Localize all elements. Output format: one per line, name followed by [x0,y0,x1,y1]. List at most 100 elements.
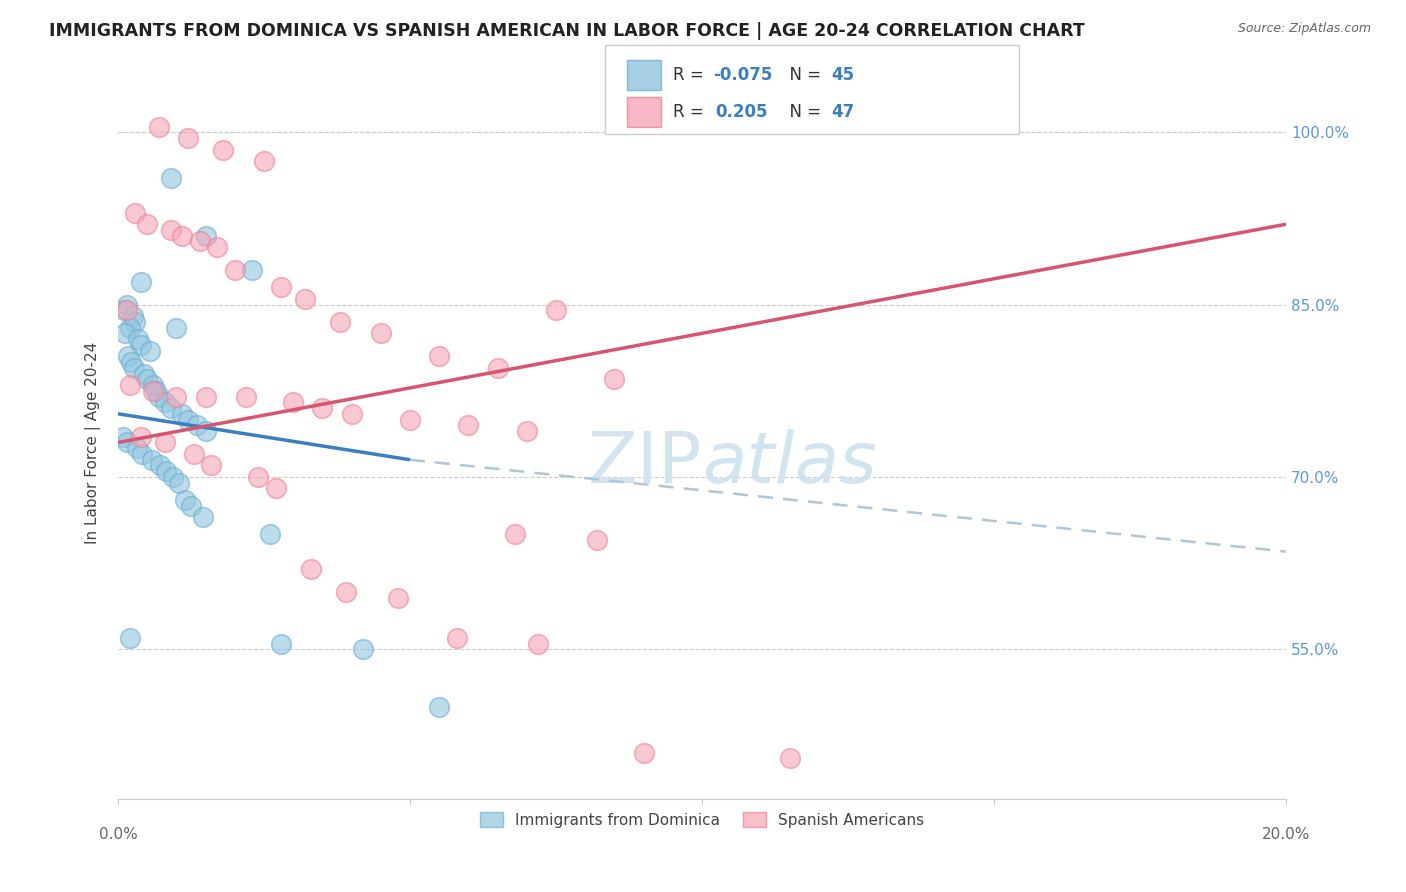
Point [131,275,153,289]
Point [779,751,801,765]
Point [162,470,184,484]
Point [194,228,217,243]
Point [335,584,357,599]
Text: R =: R = [673,103,714,120]
Text: -0.075: -0.075 [713,66,772,84]
Point [183,447,205,461]
Point [114,326,136,341]
Point [131,430,153,444]
Point [516,424,538,438]
Text: ZIP: ZIP [588,429,702,499]
Text: R =: R = [673,66,710,84]
Text: atlas: atlas [702,429,876,499]
Legend: Immigrants from Dominica, Spanish Americans: Immigrants from Dominica, Spanish Americ… [474,805,931,834]
Point [139,343,162,358]
Point [253,154,276,169]
Point [136,372,159,386]
Point [134,367,156,381]
Point [174,492,197,507]
Point [370,326,392,341]
Point [329,315,352,329]
Text: N =: N = [779,103,827,120]
Point [148,390,170,404]
Point [112,303,135,318]
Point [352,642,374,657]
Point [188,235,211,249]
Point [177,131,200,145]
Point [131,447,153,461]
Point [544,303,567,318]
Point [194,424,217,438]
Point [165,320,187,334]
Point [118,378,141,392]
Point [283,395,305,409]
Point [299,562,322,576]
Point [270,280,292,294]
Point [153,395,176,409]
Point [148,120,170,134]
Point [180,499,202,513]
Point [200,458,222,473]
Point [486,360,509,375]
Point [169,475,191,490]
Text: 0.205: 0.205 [716,103,768,120]
Point [153,435,176,450]
Point [585,533,607,548]
Point [387,591,409,605]
Point [240,263,263,277]
Point [159,171,181,186]
Text: 45: 45 [831,66,853,84]
Point [131,338,153,352]
Point [340,407,363,421]
Point [177,412,200,426]
Text: Source: ZipAtlas.com: Source: ZipAtlas.com [1237,22,1371,36]
Point [603,372,626,386]
Text: 47: 47 [831,103,855,120]
Point [457,418,479,433]
Point [124,315,146,329]
Point [247,470,270,484]
Point [207,240,229,254]
Point [259,527,281,541]
Point [165,390,187,404]
Point [527,636,550,650]
Point [159,401,181,415]
Point [427,699,450,714]
Point [172,407,194,421]
Text: 20.0%: 20.0% [1261,828,1310,842]
Point [633,746,655,760]
Point [121,309,143,323]
Point [124,205,146,219]
Text: 0.0%: 0.0% [98,828,138,842]
Point [142,384,165,398]
Point [235,390,257,404]
Point [212,143,235,157]
Text: IMMIGRANTS FROM DOMINICA VS SPANISH AMERICAN IN LABOR FORCE | AGE 20-24 CORRELAT: IMMIGRANTS FROM DOMINICA VS SPANISH AMER… [49,22,1085,40]
Point [172,228,194,243]
Point [118,320,141,334]
Point [427,349,450,363]
Point [120,355,142,369]
Point [159,223,181,237]
Point [224,263,246,277]
Y-axis label: In Labor Force | Age 20-24: In Labor Force | Age 20-24 [86,342,101,543]
Text: N =: N = [779,66,827,84]
Point [264,482,287,496]
Point [111,430,134,444]
Point [118,631,141,645]
Point [155,464,177,478]
Point [294,292,316,306]
Point [661,108,683,122]
Point [124,360,146,375]
Point [149,458,172,473]
Point [399,412,422,426]
Point [115,298,138,312]
Point [117,349,139,363]
Point [117,435,139,450]
Point [115,303,138,318]
Point [311,401,333,415]
Point [191,510,214,524]
Point [141,452,163,467]
Point [142,378,165,392]
Point [194,390,217,404]
